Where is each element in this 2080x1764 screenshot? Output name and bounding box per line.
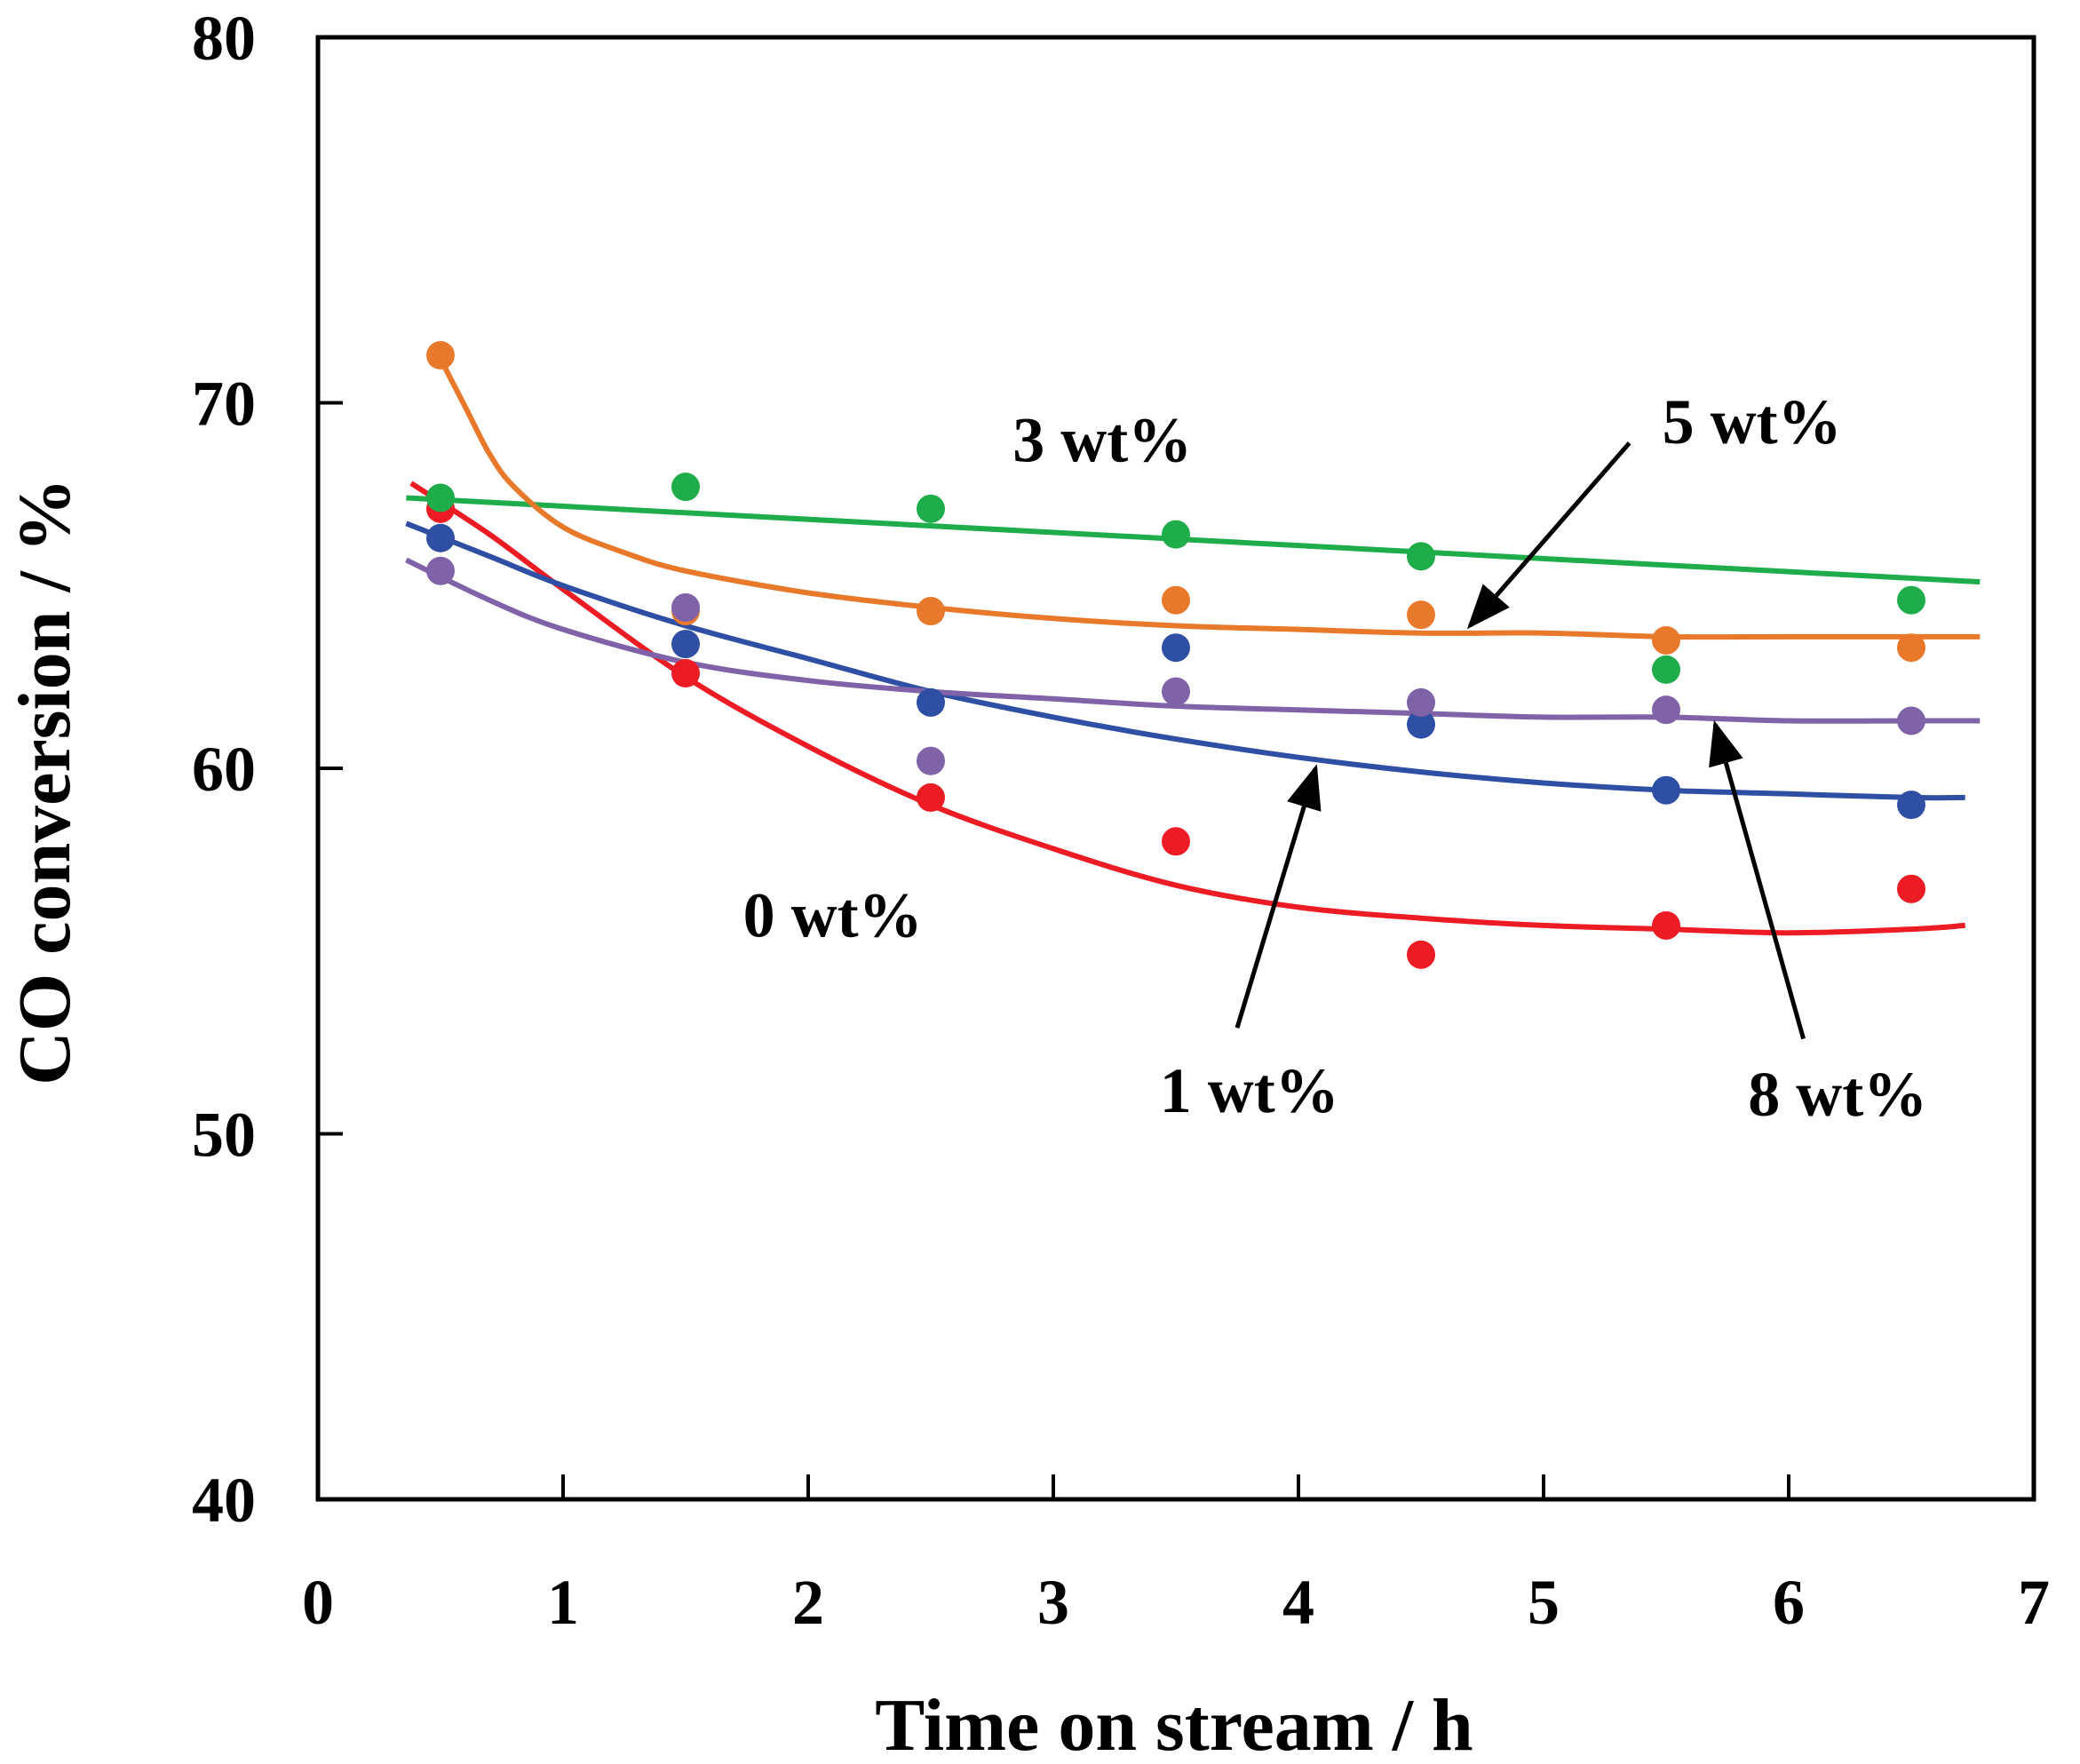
data-point-1-wtpct bbox=[1652, 775, 1680, 805]
y-tick-label: 70 bbox=[192, 369, 256, 440]
plot-frame bbox=[315, 35, 2036, 1502]
data-point-1-wtpct bbox=[1162, 633, 1190, 663]
series-label-1-wtpct: 1 wt% bbox=[1160, 1055, 1339, 1126]
data-point-1-wtpct bbox=[1407, 710, 1435, 739]
y-axis-label: CO conversion / % bbox=[4, 478, 86, 1085]
data-point-3-wtpct bbox=[426, 483, 455, 513]
data-point-8-wtpct bbox=[1407, 687, 1435, 717]
series-labels: 3 wt% 5 wt% 0 wt% 1 wt% 8 wt% bbox=[743, 386, 1928, 1130]
fit-line-0-wtpct bbox=[409, 481, 1965, 936]
data-point-1-wtpct bbox=[917, 687, 945, 717]
data-point-0-wtpct bbox=[1897, 874, 1925, 903]
data-point-0-wtpct bbox=[1407, 940, 1435, 969]
data-point-5-wtpct bbox=[426, 341, 455, 370]
data-point-8-wtpct bbox=[1652, 695, 1680, 725]
x-axis-label: Time on stream / h bbox=[875, 1684, 1473, 1764]
fit-line-5-wtpct bbox=[438, 357, 1981, 640]
arrow-8-wtpct bbox=[1709, 719, 1806, 1040]
annotation-arrows bbox=[1235, 441, 1806, 1040]
data-point-0-wtpct bbox=[1652, 910, 1680, 940]
data-points bbox=[426, 341, 1925, 969]
data-point-8-wtpct bbox=[917, 746, 945, 775]
y-tick-label: 40 bbox=[192, 1465, 256, 1536]
x-tick-label: 1 bbox=[547, 1567, 579, 1638]
series-label-8-wtpct: 8 wt% bbox=[1748, 1059, 1927, 1130]
data-point-3-wtpct bbox=[671, 473, 700, 502]
x-tick-labels: 0 1 2 3 4 5 6 7 bbox=[302, 1567, 2050, 1638]
x-tick-label: 5 bbox=[1528, 1567, 1560, 1638]
series-label-5-wtpct: 5 wt% bbox=[1663, 386, 1842, 457]
x-tick-label: 0 bbox=[302, 1567, 334, 1638]
data-point-1-wtpct bbox=[426, 523, 455, 552]
x-tick-label: 2 bbox=[792, 1567, 824, 1638]
y-tick-labels: 40 50 60 70 80 bbox=[192, 3, 256, 1536]
arrow-1-wtpct bbox=[1235, 764, 1322, 1029]
data-point-5-wtpct bbox=[1652, 625, 1680, 655]
data-point-0-wtpct bbox=[1162, 827, 1190, 856]
data-point-3-wtpct bbox=[1162, 520, 1190, 549]
data-point-8-wtpct bbox=[426, 556, 455, 585]
data-point-3-wtpct bbox=[1652, 655, 1680, 684]
series-label-3-wtpct: 3 wt% bbox=[1012, 405, 1192, 476]
data-point-5-wtpct bbox=[1162, 585, 1190, 615]
fit-line-8-wtpct bbox=[405, 557, 1981, 724]
x-tick-label: 3 bbox=[1037, 1567, 1069, 1638]
data-point-3-wtpct bbox=[1897, 585, 1925, 615]
fit-line-3-wtpct bbox=[406, 495, 1981, 585]
data-point-8-wtpct bbox=[1897, 706, 1925, 735]
axis-ticks bbox=[318, 401, 1790, 1499]
data-point-8-wtpct bbox=[1162, 677, 1190, 706]
x-tick-label: 6 bbox=[1773, 1567, 1805, 1638]
fit-lines bbox=[405, 357, 1981, 936]
y-tick-label: 50 bbox=[192, 1100, 256, 1171]
y-tick-label: 80 bbox=[192, 3, 256, 74]
data-point-0-wtpct bbox=[671, 659, 700, 688]
fit-line-1-wtpct bbox=[405, 520, 1965, 801]
x-tick-label: 7 bbox=[2018, 1567, 2050, 1638]
x-tick-label: 4 bbox=[1282, 1567, 1314, 1638]
data-point-5-wtpct bbox=[1897, 633, 1925, 663]
data-point-3-wtpct bbox=[1407, 542, 1435, 571]
data-point-0-wtpct bbox=[917, 783, 945, 812]
arrow-5-wtpct bbox=[1466, 441, 1631, 630]
data-point-5-wtpct bbox=[1407, 600, 1435, 630]
data-point-1-wtpct bbox=[671, 630, 700, 659]
data-point-1-wtpct bbox=[1897, 791, 1925, 820]
data-point-8-wtpct bbox=[671, 592, 700, 622]
series-label-0-wtpct: 0 wt% bbox=[743, 880, 923, 951]
data-point-5-wtpct bbox=[917, 597, 945, 626]
data-point-3-wtpct bbox=[917, 494, 945, 523]
y-tick-label: 60 bbox=[192, 734, 256, 805]
